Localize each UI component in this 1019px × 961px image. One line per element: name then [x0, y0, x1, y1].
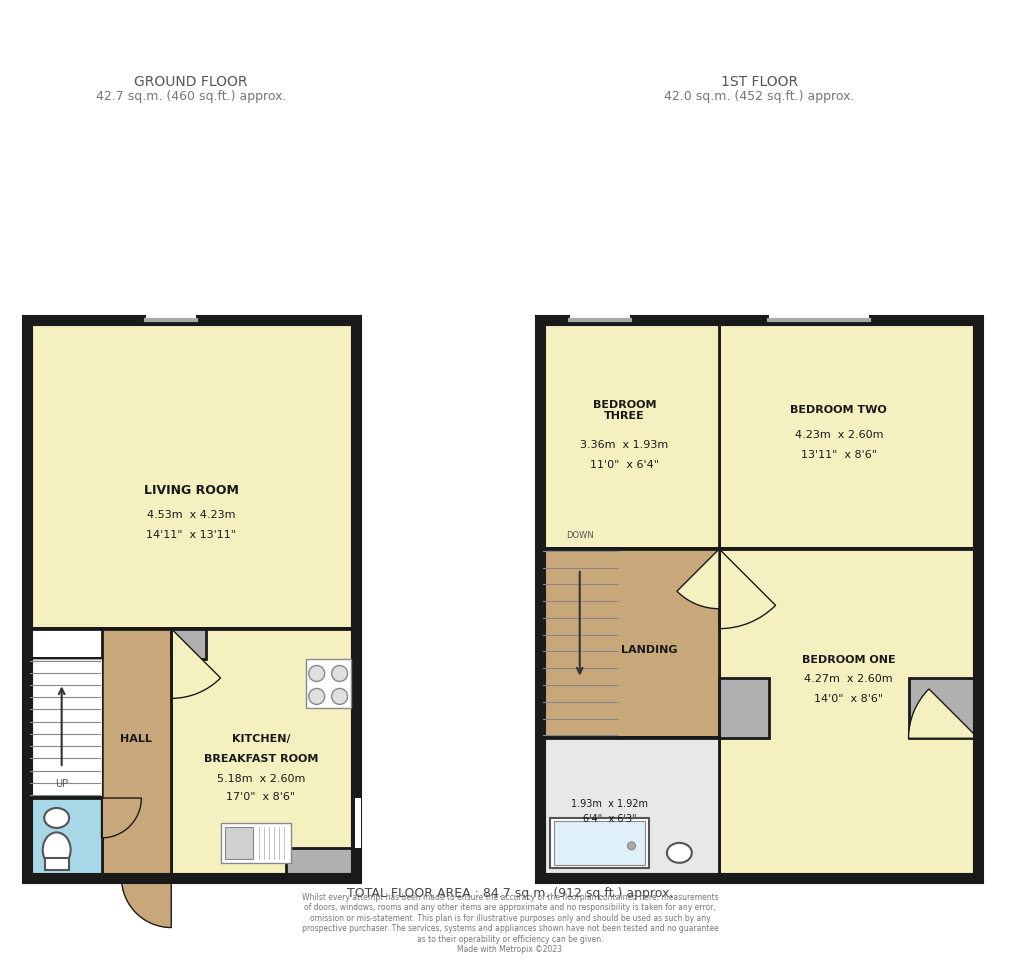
- Bar: [718, 320, 977, 550]
- Bar: [908, 678, 977, 738]
- Text: HALL: HALL: [120, 733, 152, 744]
- Ellipse shape: [666, 843, 691, 863]
- Bar: [171, 629, 206, 659]
- Circle shape: [331, 689, 347, 704]
- Text: LANDING: LANDING: [621, 644, 677, 653]
- Wedge shape: [171, 629, 220, 699]
- Text: 4.53m  x 4.23m: 4.53m x 4.23m: [147, 509, 235, 520]
- Text: 17'0"  x 8'6": 17'0" x 8'6": [226, 791, 296, 801]
- Wedge shape: [908, 689, 977, 738]
- Text: UP: UP: [55, 778, 68, 788]
- Text: GROUND FLOOR: GROUND FLOOR: [135, 75, 248, 88]
- Text: 4.27m  x 2.60m: 4.27m x 2.60m: [804, 674, 893, 684]
- Ellipse shape: [43, 832, 70, 868]
- Text: BEDROOM TWO: BEDROOM TWO: [790, 405, 887, 415]
- Bar: [306, 659, 351, 708]
- Bar: [146, 314, 196, 321]
- Bar: [26, 628, 356, 629]
- Text: LIVING ROOM: LIVING ROOM: [144, 483, 238, 496]
- Bar: [718, 319, 720, 550]
- Text: 5.18m  x 2.60m: 5.18m x 2.60m: [216, 774, 305, 783]
- Text: 42.7 sq.m. (460 sq.ft.) approx.: 42.7 sq.m. (460 sq.ft.) approx.: [96, 90, 286, 103]
- Bar: [549, 818, 649, 868]
- Bar: [102, 628, 103, 877]
- Bar: [539, 550, 718, 738]
- Bar: [539, 737, 720, 738]
- Circle shape: [331, 666, 347, 681]
- Bar: [355, 799, 361, 848]
- Bar: [225, 827, 253, 859]
- Text: 14'0"  x 8'6": 14'0" x 8'6": [813, 694, 882, 703]
- Text: BREAKFAST ROOM: BREAKFAST ROOM: [204, 753, 318, 763]
- Wedge shape: [718, 550, 774, 629]
- Bar: [539, 738, 718, 877]
- Bar: [102, 629, 171, 877]
- Circle shape: [309, 689, 324, 704]
- Text: KITCHEN/: KITCHEN/: [231, 733, 290, 744]
- Bar: [285, 848, 356, 877]
- Text: 4.23m  x 2.60m: 4.23m x 2.60m: [794, 430, 882, 440]
- Text: 14'11"  x 13'11": 14'11" x 13'11": [146, 530, 236, 539]
- Wedge shape: [677, 550, 718, 609]
- Text: BEDROOM ONE: BEDROOM ONE: [801, 653, 895, 664]
- Bar: [26, 657, 103, 659]
- Bar: [539, 320, 718, 550]
- Circle shape: [627, 842, 635, 850]
- Bar: [718, 678, 768, 738]
- Bar: [45, 858, 68, 870]
- Bar: [539, 320, 977, 877]
- Bar: [171, 629, 356, 877]
- Bar: [26, 320, 356, 629]
- Bar: [718, 550, 977, 877]
- Wedge shape: [102, 799, 142, 838]
- Text: 6'4"  x 6'3": 6'4" x 6'3": [582, 813, 636, 824]
- Bar: [26, 797, 103, 799]
- Bar: [221, 823, 290, 863]
- Text: BEDROOM
THREE: BEDROOM THREE: [592, 399, 655, 421]
- Bar: [768, 314, 868, 321]
- Text: 1.93m  x 1.92m: 1.93m x 1.92m: [571, 799, 647, 808]
- Bar: [26, 799, 102, 877]
- Bar: [553, 821, 645, 865]
- Text: DOWN: DOWN: [566, 530, 593, 539]
- Text: 42.0 sq.m. (452 sq.ft.) approx.: 42.0 sq.m. (452 sq.ft.) approx.: [663, 90, 854, 103]
- Bar: [718, 548, 720, 877]
- Text: 3.36m  x 1.93m: 3.36m x 1.93m: [580, 440, 668, 450]
- Wedge shape: [121, 877, 171, 927]
- Ellipse shape: [44, 808, 69, 828]
- Circle shape: [309, 666, 324, 681]
- Bar: [171, 628, 173, 877]
- Text: 1ST FLOOR: 1ST FLOOR: [719, 75, 797, 88]
- Bar: [26, 659, 102, 799]
- Text: 13'11"  x 8'6": 13'11" x 8'6": [800, 450, 876, 459]
- Bar: [26, 320, 356, 877]
- Text: TOTAL FLOOR AREA : 84.7 sq.m. (912 sq.ft.) approx.: TOTAL FLOOR AREA : 84.7 sq.m. (912 sq.ft…: [346, 886, 673, 899]
- Text: Whilst every attempt has been made to ensure the accuracy of the floorplan conta: Whilst every attempt has been made to en…: [302, 892, 717, 953]
- Bar: [539, 737, 720, 738]
- Bar: [539, 548, 977, 550]
- Text: 11'0"  x 6'4": 11'0" x 6'4": [590, 459, 658, 470]
- Bar: [570, 314, 629, 321]
